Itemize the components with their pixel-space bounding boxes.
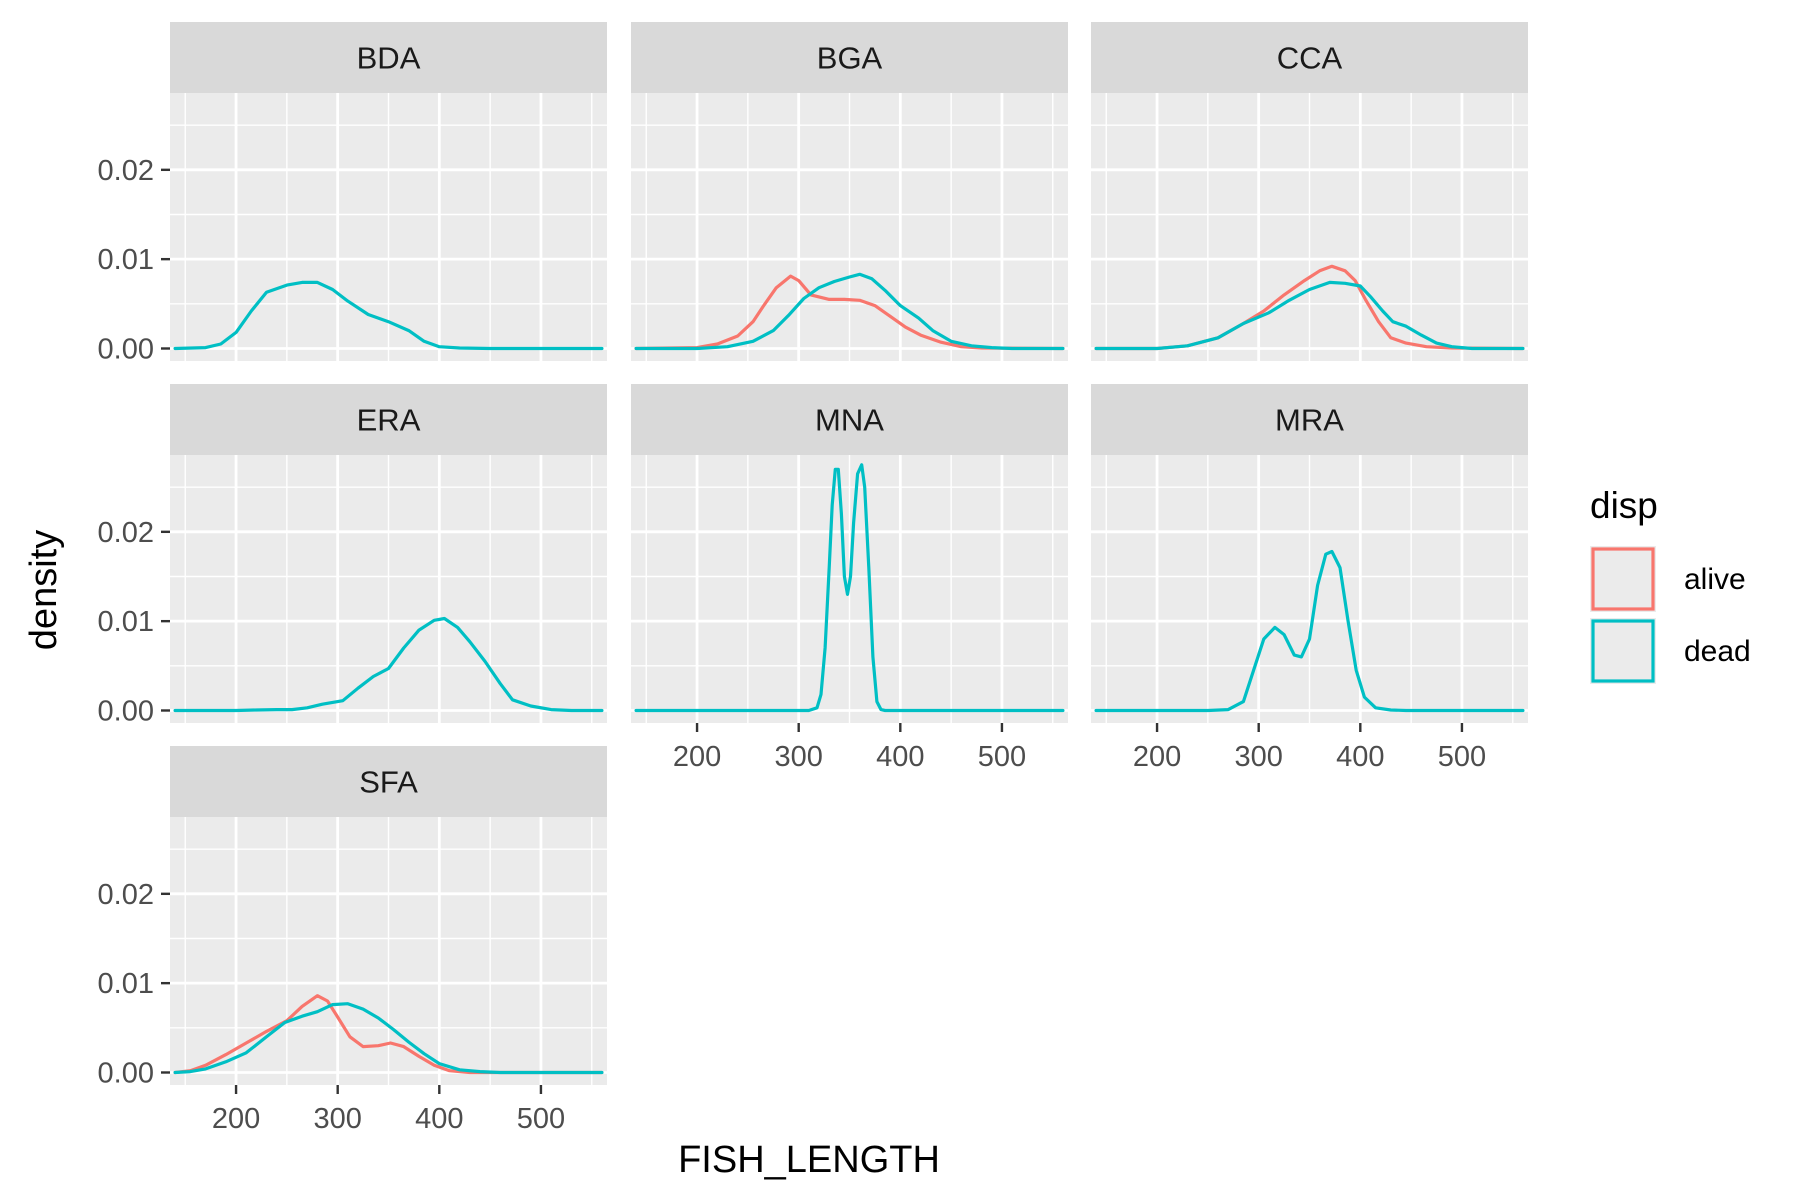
facet-panel-bga: BGA: [631, 22, 1068, 361]
y-axis-tick-label: 0.02: [98, 879, 154, 911]
density-line-dead: [173, 280, 604, 351]
x-axis-tick-label: 200: [212, 1103, 260, 1135]
facet-panel-mra: MRA 200 300 400 500: [1091, 384, 1528, 773]
density-line-dead: [173, 1002, 604, 1075]
facet-strip-label: SFA: [359, 765, 418, 800]
facet-strip-label: CCA: [1277, 41, 1343, 76]
y-axis-title: density: [23, 530, 65, 650]
legend-item-alive: alive: [1590, 546, 1746, 612]
y-axis-tick-label: 0.02: [98, 155, 154, 187]
density-line-dead: [634, 272, 1065, 351]
y-axis-tick-label: 0.00: [98, 333, 154, 365]
y-axis-tick-label: 0.01: [98, 244, 154, 276]
facet-strip-label: BGA: [817, 41, 883, 76]
facet-panel-sfa: SFA 0.00 0.01 0.02 200 300 400 500: [98, 746, 607, 1135]
legend: disp alive dead: [1590, 485, 1751, 684]
legend-key-swatch: [1591, 547, 1655, 611]
x-axis-tick-label: 400: [1336, 741, 1384, 773]
legend-title: disp: [1590, 485, 1658, 526]
legend-key-background: [1590, 618, 1656, 684]
x-axis-tick-label: 400: [415, 1103, 463, 1135]
density-line-dead: [1094, 280, 1525, 351]
y-axis-tick-label: 0.02: [98, 517, 154, 549]
facet-strip: [1091, 22, 1528, 93]
facet-panels: BDA 0.00 0.01 0.02 BGA CCA ERA 0.00 0.01 0.02 MNA 2…: [98, 22, 1528, 1135]
density-line-dead: [634, 463, 1065, 713]
x-axis-title: FISH_LENGTH: [678, 1139, 940, 1181]
facet-strip-label: MNA: [815, 403, 884, 438]
density-line-alive: [634, 274, 1065, 351]
legend-key-background: [1590, 546, 1656, 612]
facet-panel-cca: CCA: [1091, 22, 1528, 361]
facet-strip: [170, 384, 607, 455]
x-axis-tick-label: 500: [1438, 741, 1486, 773]
facet-strip-label: ERA: [357, 403, 421, 438]
x-axis-tick-label: 200: [673, 741, 721, 773]
facet-strip: [170, 22, 607, 93]
facet-strip: [631, 22, 1068, 93]
y-axis-tick-label: 0.00: [98, 695, 154, 727]
facet-strip: [170, 746, 607, 817]
y-axis-tick-label: 0.01: [98, 968, 154, 1000]
legend-label: dead: [1684, 635, 1751, 668]
x-axis-tick-label: 200: [1133, 741, 1181, 773]
x-axis-tick-label: 300: [313, 1103, 361, 1135]
x-axis-tick-label: 500: [978, 741, 1026, 773]
y-axis-tick-label: 0.00: [98, 1057, 154, 1089]
facet-panel-mna: MNA 200 300 400 500: [631, 384, 1068, 773]
facet-strip-label: BDA: [357, 41, 421, 76]
facet-strip: [631, 384, 1068, 455]
facet-panel-era: ERA 0.00 0.01 0.02: [98, 384, 607, 727]
facet-panel-bda: BDA 0.00 0.01 0.02: [98, 22, 607, 365]
density-line-alive: [173, 994, 604, 1075]
legend-key-swatch: [1591, 619, 1655, 683]
density-line-dead: [1094, 549, 1525, 713]
x-axis-tick-label: 400: [876, 741, 924, 773]
x-axis-tick-label: 300: [1234, 741, 1282, 773]
legend-item-dead: dead: [1590, 618, 1751, 684]
density-line-dead: [173, 616, 604, 713]
facet-strip: [1091, 384, 1528, 455]
y-axis-tick-label: 0.01: [98, 606, 154, 638]
legend-label: alive: [1684, 563, 1746, 596]
x-axis-tick-label: 300: [774, 741, 822, 773]
x-axis-tick-label: 500: [517, 1103, 565, 1135]
facet-strip-label: MRA: [1275, 403, 1344, 438]
